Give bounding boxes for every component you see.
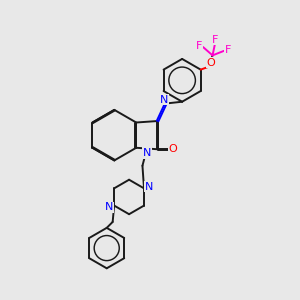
Text: F: F bbox=[212, 35, 218, 45]
Text: N: N bbox=[145, 182, 153, 192]
Text: N: N bbox=[105, 202, 113, 212]
Text: N: N bbox=[143, 148, 151, 158]
Text: F: F bbox=[196, 41, 202, 51]
Text: O: O bbox=[169, 144, 177, 154]
Text: O: O bbox=[206, 58, 215, 68]
Text: F: F bbox=[225, 45, 231, 55]
Text: N: N bbox=[160, 94, 169, 105]
